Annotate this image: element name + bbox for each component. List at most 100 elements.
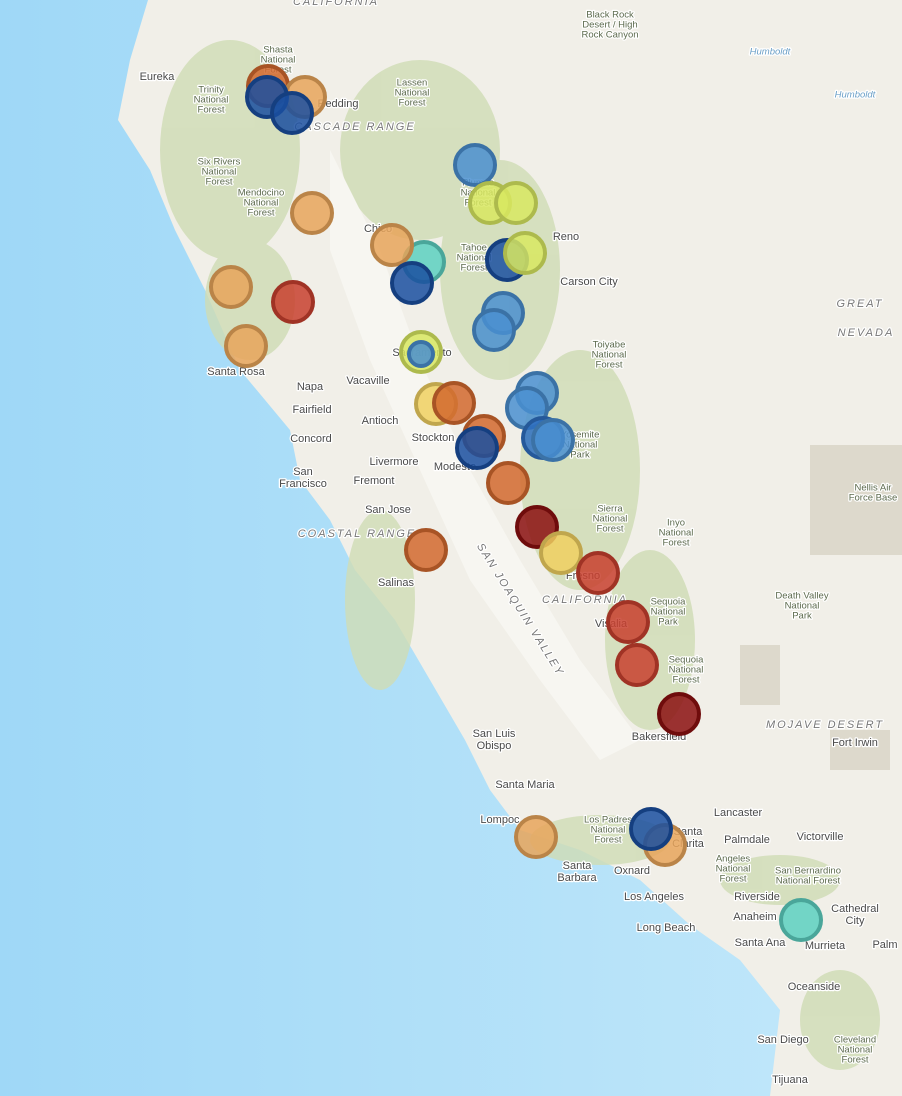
place-name: COASTAL RANGE (298, 528, 417, 540)
station-marker[interactable] (224, 324, 268, 368)
station-marker[interactable] (503, 231, 547, 275)
place-name: Barbara (557, 872, 597, 884)
place-label: Vacaville (345, 374, 391, 389)
station-marker[interactable] (390, 261, 434, 305)
station-marker[interactable] (779, 898, 823, 942)
place-name: Francisco (279, 478, 327, 490)
place-name: National (785, 601, 820, 612)
station-marker[interactable] (657, 692, 701, 736)
place-name: Tahoe (461, 243, 487, 254)
place-label: San Diego (756, 1033, 810, 1048)
place-label: Palm (871, 938, 899, 953)
place-label: Santa Rosa (206, 365, 267, 380)
place-name: National (591, 825, 626, 836)
place-label: Reno (552, 230, 581, 245)
place-label: Redding (316, 97, 359, 112)
place-name: San Diego (757, 1034, 808, 1046)
place-name: Forest (597, 524, 624, 535)
station-marker[interactable] (270, 91, 314, 135)
place-label: Carson City (559, 275, 619, 290)
place-label: MOJAVE DESERT (765, 718, 884, 733)
place-name: Forest (461, 263, 488, 274)
place-label: Tijuana (771, 1073, 810, 1088)
place-label: Santa Maria (494, 778, 557, 793)
place-name: Cleveland (834, 1035, 876, 1046)
place-name: Victorville (797, 831, 844, 843)
place-label: CALIFORNIA (292, 0, 379, 9)
place-name: Sequoia (651, 597, 687, 608)
place-label: Livermore (368, 455, 419, 470)
place-name: Forest (663, 538, 690, 549)
place-name: Vacaville (346, 375, 389, 387)
place-name: Park (570, 450, 590, 461)
place-name: Angeles (716, 854, 751, 865)
place-label: Oxnard (613, 864, 652, 879)
place-label: Concord (289, 432, 333, 447)
station-marker[interactable] (370, 223, 414, 267)
place-name: Lancaster (714, 807, 763, 819)
place-name: Los Padres (584, 815, 632, 826)
station-marker[interactable] (514, 815, 558, 859)
station-marker[interactable] (432, 381, 476, 425)
place-name: Sequoia (669, 655, 705, 666)
place-name: Lassen (397, 78, 428, 89)
restricted-areas (740, 445, 902, 770)
place-name: National (669, 665, 704, 676)
place-name: CASCADE RANGE (294, 121, 415, 133)
place-name: Lompoc (480, 814, 520, 826)
place-name: Forest (206, 177, 233, 188)
place-name: MOJAVE DESERT (766, 719, 884, 731)
station-marker[interactable] (404, 528, 448, 572)
station-marker[interactable] (576, 551, 620, 595)
place-name: Mendocino (238, 188, 284, 199)
place-name: National (395, 88, 430, 99)
station-marker[interactable] (606, 600, 650, 644)
station-marker[interactable] (271, 280, 315, 324)
place-name: National (659, 528, 694, 539)
place-name: Tijuana (772, 1074, 809, 1086)
station-marker[interactable] (629, 807, 673, 851)
place-name: San Bernardino (775, 866, 841, 877)
place-label: Salinas (377, 576, 416, 591)
station-marker[interactable] (494, 181, 538, 225)
place-name: National (457, 253, 492, 264)
station-marker[interactable] (209, 265, 253, 309)
place-name: Death Valley (775, 591, 828, 602)
place-name: CALIFORNIA (542, 594, 628, 606)
station-marker[interactable] (455, 426, 499, 470)
place-name: National (651, 607, 686, 618)
place-name: Palm (872, 939, 897, 951)
place-label: GREAT (835, 297, 883, 312)
place-name: Humboldt (750, 47, 791, 58)
station-marker[interactable] (407, 340, 435, 368)
place-name: Salinas (378, 577, 415, 589)
station-marker[interactable] (290, 191, 334, 235)
place-name: San Luis (473, 728, 516, 740)
place-name: Park (792, 611, 812, 622)
place-name: National (194, 95, 229, 106)
station-marker[interactable] (453, 143, 497, 187)
station-marker[interactable] (531, 418, 575, 462)
place-name: Carson City (560, 276, 618, 288)
place-name: Redding (318, 98, 359, 110)
station-marker[interactable] (486, 461, 530, 505)
place-name: Forest (248, 208, 275, 219)
station-marker[interactable] (472, 308, 516, 352)
station-marker[interactable] (539, 531, 583, 575)
place-name: City (846, 915, 865, 927)
place-name: Santa Ana (735, 937, 787, 949)
place-name: Shasta (263, 45, 293, 56)
station-marker[interactable] (615, 643, 659, 687)
place-label: Palmdale (723, 833, 771, 848)
place-label: Fort Irwin (831, 736, 879, 751)
place-name: Forest (720, 874, 747, 885)
place-label: Napa (296, 380, 326, 395)
